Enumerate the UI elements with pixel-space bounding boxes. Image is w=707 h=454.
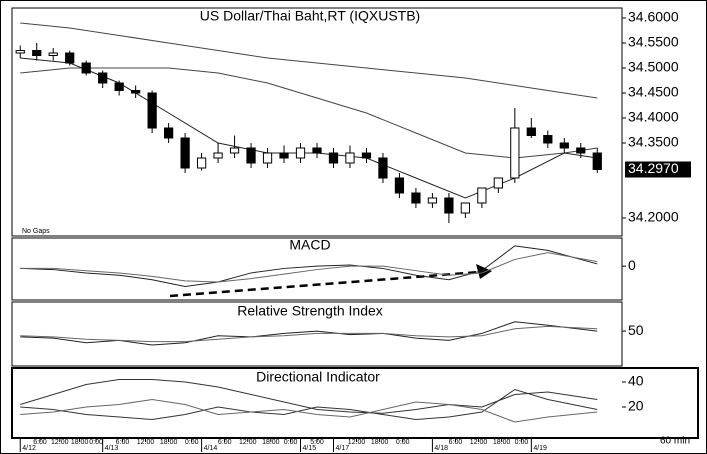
panel-title: MACD xyxy=(289,237,330,253)
x-tick-label: 4/13 xyxy=(105,445,119,452)
time-tick-label: 6:00 xyxy=(116,439,130,446)
candle-body xyxy=(147,92,157,129)
time-tick-label: 18:00 xyxy=(160,439,178,446)
rsi-panel xyxy=(11,301,623,367)
x-tick-label: 4/19 xyxy=(533,445,547,452)
indicator-line xyxy=(20,321,598,346)
time-tick-label: 12:00 xyxy=(51,439,69,446)
y-tick-label: 34.6000 xyxy=(628,9,679,25)
y-tick-label: 50 xyxy=(628,322,644,338)
candle-body xyxy=(328,152,339,164)
indicator-line xyxy=(20,22,598,99)
last-price-box xyxy=(625,161,691,178)
y-tick-label: 34.4500 xyxy=(628,84,679,100)
time-tick-label: 0:00 xyxy=(185,439,199,446)
candle-body xyxy=(345,152,355,164)
candle-body xyxy=(81,62,91,74)
candle-body xyxy=(559,142,569,149)
candle-body xyxy=(543,135,553,144)
candle-body xyxy=(32,50,42,56)
candle-body xyxy=(246,147,256,164)
candle-body xyxy=(229,147,240,154)
candle-body xyxy=(15,50,25,54)
y-tick-label: 34.5000 xyxy=(628,59,679,75)
candle-body xyxy=(131,90,141,94)
time-tick-label: 0:00 xyxy=(284,439,298,446)
candle-body xyxy=(460,202,470,214)
x-tick-label: 4/14 xyxy=(204,445,218,452)
time-tick-label: 0:00 xyxy=(515,439,529,446)
time-tick-label: 6:00 xyxy=(449,439,463,446)
annotation: No Gaps xyxy=(22,228,50,235)
candle-body xyxy=(592,152,602,170)
candle-body xyxy=(48,52,58,56)
time-tick-label: 12:00 xyxy=(137,439,155,446)
candle-body xyxy=(98,72,108,84)
candle-body xyxy=(411,192,421,204)
time-tick-label: 12:00 xyxy=(239,439,257,446)
arrow-head xyxy=(476,264,492,279)
candle-body xyxy=(427,197,438,204)
macd-panel xyxy=(11,237,623,301)
time-tick-label: 6:00 xyxy=(218,439,232,446)
last-price-label: 34.2970 xyxy=(628,160,679,176)
time-tick-label: 6:00 xyxy=(33,439,47,446)
indicator-line xyxy=(20,325,598,343)
price-panel xyxy=(11,7,623,237)
time-tick-label: 12:00 xyxy=(348,439,366,446)
candle-body xyxy=(378,157,388,179)
y-tick-label: 34.5500 xyxy=(628,34,679,50)
y-tick-label: 34.4000 xyxy=(628,109,679,125)
time-tick-label: 0:00 xyxy=(396,439,410,446)
time-tick-label: 5:00 xyxy=(310,439,324,446)
candle-body xyxy=(114,82,124,91)
time-tick-label: 18:00 xyxy=(71,439,89,446)
panel-title: Directional Indicator xyxy=(256,369,380,385)
candle-body xyxy=(477,187,487,204)
y-tick-label: 34.3500 xyxy=(628,134,679,150)
time-tick-label: 0:00 xyxy=(89,439,103,446)
indicator-line xyxy=(20,388,598,421)
panel-title: Relative Strength Index xyxy=(237,303,383,319)
candle-body xyxy=(444,197,454,214)
candle-body xyxy=(164,127,174,139)
y-tick-label: 34.2000 xyxy=(628,209,679,225)
indicator-line xyxy=(20,245,598,287)
indicator-line xyxy=(20,379,598,414)
x-tick-label: 4/17 xyxy=(335,445,349,452)
candle-body xyxy=(526,127,536,136)
candle-body xyxy=(196,157,207,169)
candle-body xyxy=(295,147,306,159)
time-tick-label: 18:00 xyxy=(493,439,511,446)
time-tick-label: 18:00 xyxy=(371,439,389,446)
y-tick-label: 20 xyxy=(628,398,644,414)
time-tick-label: 18:00 xyxy=(262,439,280,446)
candle-body xyxy=(180,137,190,169)
x-tick-label: 4/12 xyxy=(22,445,36,452)
candle-body xyxy=(213,152,223,159)
candle-body xyxy=(493,177,503,189)
candle-body xyxy=(279,152,289,159)
indicator-line xyxy=(20,252,598,283)
time-tick-label: 12:00 xyxy=(470,439,488,446)
y-tick-label: 40 xyxy=(628,373,644,389)
chart-title: US Dollar/Thai Baht,RT (IQXUSTB) xyxy=(200,8,420,24)
y-tick-label: 0 xyxy=(628,257,636,273)
candle-body xyxy=(65,52,75,64)
x-tick-label: 4/15 xyxy=(303,445,317,452)
candle-body xyxy=(361,152,372,159)
candle-body xyxy=(262,152,273,164)
candle-body xyxy=(510,127,520,179)
candle-body xyxy=(312,147,322,154)
x-tick-label: 4/18 xyxy=(434,445,448,452)
interval-label: 60 min xyxy=(660,436,690,447)
candle-body xyxy=(576,147,586,154)
indicator-line xyxy=(20,398,598,423)
candle-body xyxy=(394,177,405,194)
